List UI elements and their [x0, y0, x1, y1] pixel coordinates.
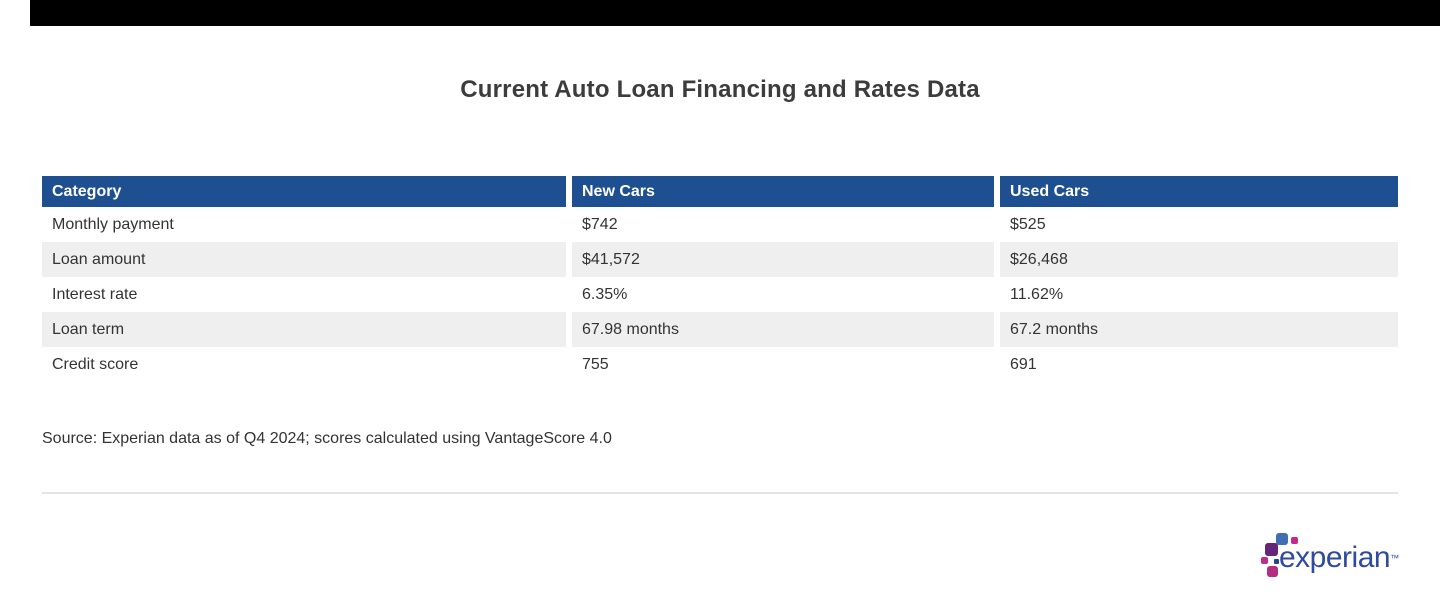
- row-label: Loan amount: [42, 242, 566, 277]
- table-row: Loan amount $41,572 $26,468: [42, 242, 1398, 277]
- row-label: Interest rate: [42, 277, 566, 312]
- trademark-symbol: ™: [1390, 553, 1400, 563]
- logo-square-magenta-top-icon: [1291, 537, 1298, 544]
- row-label: Loan term: [42, 312, 566, 347]
- source-note: Source: Experian data as of Q4 2024; sco…: [42, 430, 612, 447]
- table-row: Monthly payment $742 $525: [42, 207, 1398, 242]
- row-label: Credit score: [42, 347, 566, 382]
- new-cars-value: $742: [566, 207, 994, 242]
- table-row: Interest rate 6.35% 11.62%: [42, 277, 1398, 312]
- new-cars-value: 67.98 months: [566, 312, 994, 347]
- used-cars-value: $26,468: [994, 242, 1398, 277]
- used-cars-value: 67.2 months: [994, 312, 1398, 347]
- table-header-row: Category New Cars Used Cars: [42, 176, 1398, 207]
- new-cars-value: $41,572: [566, 242, 994, 277]
- column-header-used-cars: Used Cars: [994, 176, 1398, 207]
- used-cars-value: $525: [994, 207, 1398, 242]
- new-cars-value: 755: [566, 347, 994, 382]
- column-header-category: Category: [42, 176, 566, 207]
- used-cars-value: 691: [994, 347, 1398, 382]
- auto-loan-data-table: Category New Cars Used Cars Monthly paym…: [42, 176, 1398, 382]
- page-title: Current Auto Loan Financing and Rates Da…: [460, 76, 980, 103]
- logo-square-magenta-mid-icon: [1261, 557, 1268, 564]
- table-row: Loan term 67.98 months 67.2 months: [42, 312, 1398, 347]
- experian-wordmark: experian™: [1279, 541, 1400, 574]
- logo-square-magenta-bottom-icon: [1267, 566, 1278, 577]
- table-row: Credit score 755 691: [42, 347, 1398, 382]
- logo-square-navy-dot-icon: [1274, 559, 1279, 564]
- row-label: Monthly payment: [42, 207, 566, 242]
- logo-square-blue-icon: [1276, 533, 1288, 545]
- logo-square-purple-icon: [1265, 543, 1278, 556]
- used-cars-value: 11.62%: [994, 277, 1398, 312]
- column-header-new-cars: New Cars: [566, 176, 994, 207]
- new-cars-value: 6.35%: [566, 277, 994, 312]
- experian-logo: experian™: [1258, 524, 1428, 584]
- horizontal-divider: [42, 492, 1398, 494]
- top-black-bar: [30, 0, 1440, 26]
